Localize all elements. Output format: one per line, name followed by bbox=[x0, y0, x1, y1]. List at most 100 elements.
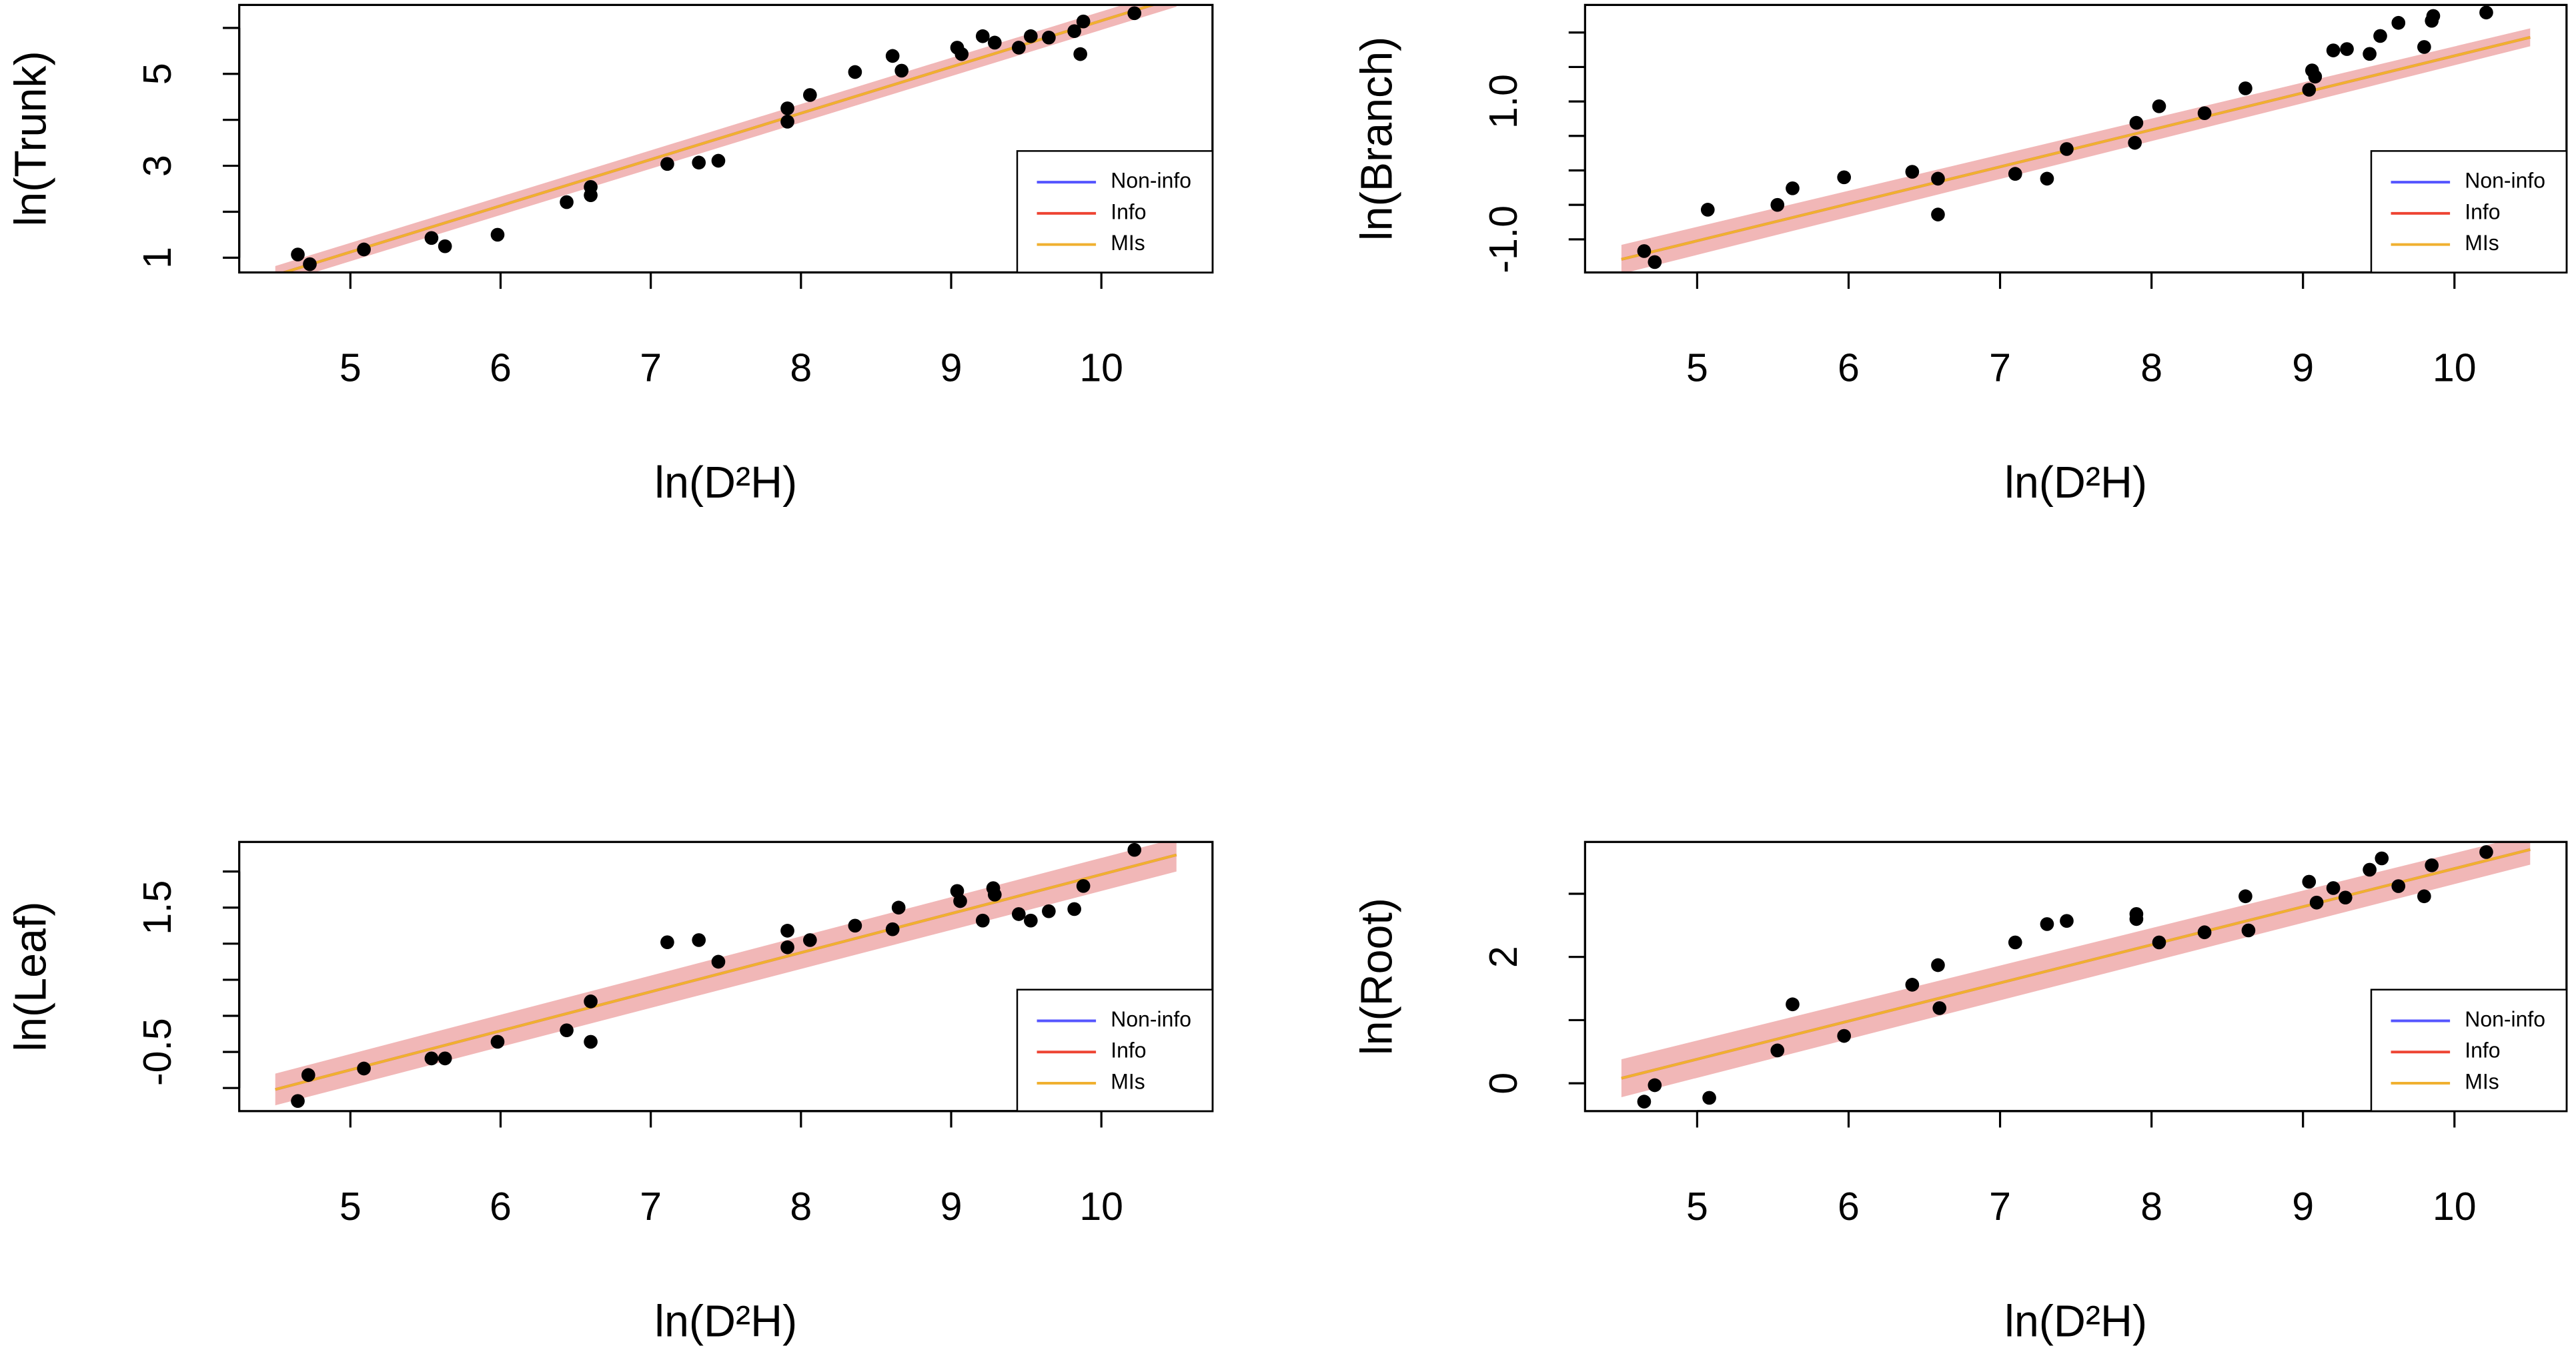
data-point bbox=[438, 1051, 452, 1066]
data-point bbox=[1073, 47, 1087, 61]
data-point bbox=[2479, 5, 2493, 20]
data-point bbox=[2417, 40, 2431, 54]
x-tick-label: 5 bbox=[340, 1185, 362, 1229]
data-point bbox=[975, 29, 990, 43]
x-tick-label: 9 bbox=[940, 1185, 962, 1229]
data-point bbox=[1042, 904, 1056, 918]
x-tick-label: 8 bbox=[790, 1185, 812, 1229]
x-axis-label: ln(D²H) bbox=[654, 1297, 797, 1346]
data-point bbox=[2309, 895, 2324, 910]
data-point bbox=[1012, 907, 1026, 921]
data-point bbox=[2197, 106, 2212, 121]
legend-label: Non-info bbox=[1111, 1007, 1191, 1031]
legend-label: MIs bbox=[1111, 1069, 1145, 1093]
data-point bbox=[2338, 890, 2353, 904]
data-point bbox=[660, 935, 674, 950]
data-point bbox=[1637, 244, 1652, 258]
data-point bbox=[584, 994, 598, 1008]
data-point bbox=[1067, 902, 1081, 916]
data-point bbox=[848, 65, 862, 79]
x-tick-label: 7 bbox=[640, 346, 662, 390]
data-point bbox=[2391, 879, 2406, 893]
data-point bbox=[2425, 858, 2439, 872]
data-point bbox=[894, 63, 909, 78]
x-axis-label: ln(D²H) bbox=[2004, 458, 2147, 508]
data-point bbox=[560, 195, 574, 209]
y-tick-label: -0.5 bbox=[135, 1018, 179, 1086]
data-point bbox=[1127, 6, 1142, 21]
data-point bbox=[291, 1094, 305, 1109]
data-point bbox=[803, 88, 817, 102]
data-point bbox=[584, 1035, 598, 1049]
data-point bbox=[1786, 181, 1800, 195]
x-tick-label: 6 bbox=[1838, 346, 1860, 390]
data-point bbox=[2238, 889, 2252, 904]
data-point bbox=[560, 1023, 574, 1037]
data-point bbox=[885, 922, 900, 936]
data-point bbox=[2326, 43, 2341, 57]
data-point bbox=[1931, 207, 1945, 221]
data-point bbox=[891, 900, 906, 915]
data-point bbox=[1127, 842, 1142, 857]
data-point bbox=[2060, 142, 2074, 156]
data-point bbox=[1076, 14, 1091, 29]
x-tick-label: 10 bbox=[1079, 1185, 1123, 1229]
regression-line bbox=[275, 853, 1177, 1091]
data-point bbox=[1770, 197, 1785, 212]
y-tick-label: 1.0 bbox=[1481, 74, 1525, 129]
x-tick-label: 7 bbox=[1989, 1185, 2011, 1229]
x-tick-label: 6 bbox=[490, 346, 512, 390]
legend-label: Info bbox=[1111, 1039, 1146, 1063]
data-point bbox=[2238, 81, 2252, 95]
y-tick-label: 1 bbox=[135, 247, 179, 269]
data-point bbox=[2417, 889, 2431, 904]
data-point bbox=[490, 227, 505, 242]
legend-label: Non-info bbox=[2465, 1007, 2545, 1031]
x-tick-label: 6 bbox=[1838, 1185, 1860, 1229]
data-point bbox=[357, 242, 371, 257]
y-tick-label: 0 bbox=[1481, 1073, 1525, 1095]
x-axis-label: ln(D²H) bbox=[2004, 1297, 2147, 1346]
data-point bbox=[711, 954, 726, 969]
data-point bbox=[291, 247, 305, 261]
data-point bbox=[692, 933, 706, 947]
data-point bbox=[1012, 41, 1026, 55]
legend-label: Info bbox=[2465, 1039, 2500, 1063]
data-point bbox=[2363, 47, 2377, 61]
data-point bbox=[692, 155, 706, 170]
data-point bbox=[2060, 914, 2074, 928]
y-axis-label: ln(Branch) bbox=[1352, 37, 1401, 241]
x-tick-label: 9 bbox=[940, 346, 962, 390]
data-point bbox=[2391, 15, 2406, 30]
data-point bbox=[1905, 978, 1920, 992]
x-tick-label: 10 bbox=[2433, 346, 2477, 390]
legend-box bbox=[1016, 988, 1214, 1113]
data-point bbox=[2129, 115, 2144, 130]
data-point bbox=[1648, 1078, 1662, 1093]
data-point bbox=[2308, 69, 2323, 84]
x-tick-label: 8 bbox=[2140, 346, 2162, 390]
legend-label: Non-info bbox=[2465, 169, 2545, 193]
x-tick-label: 7 bbox=[640, 1185, 662, 1229]
x-axis-label: ln(D²H) bbox=[654, 458, 797, 508]
x-tick-label: 9 bbox=[2292, 346, 2314, 390]
data-point bbox=[1931, 958, 1945, 972]
x-tick-label: 5 bbox=[1686, 1185, 1708, 1229]
legend-label: MIs bbox=[1111, 231, 1145, 255]
data-point bbox=[424, 231, 439, 245]
data-point bbox=[1024, 29, 1038, 43]
legend-box bbox=[1016, 150, 1214, 273]
y-tick-label: 3 bbox=[135, 155, 179, 177]
data-point bbox=[2197, 925, 2212, 940]
x-tick-label: 5 bbox=[1686, 346, 1708, 390]
data-point bbox=[803, 933, 817, 947]
plot-area bbox=[275, 5, 1177, 273]
data-point bbox=[711, 153, 726, 168]
data-point bbox=[1076, 878, 1091, 893]
data-point bbox=[301, 1068, 315, 1083]
data-point bbox=[1702, 1091, 1716, 1105]
data-point bbox=[1905, 165, 1920, 179]
legend-label: Info bbox=[1111, 199, 1146, 223]
data-point bbox=[2375, 851, 2389, 866]
